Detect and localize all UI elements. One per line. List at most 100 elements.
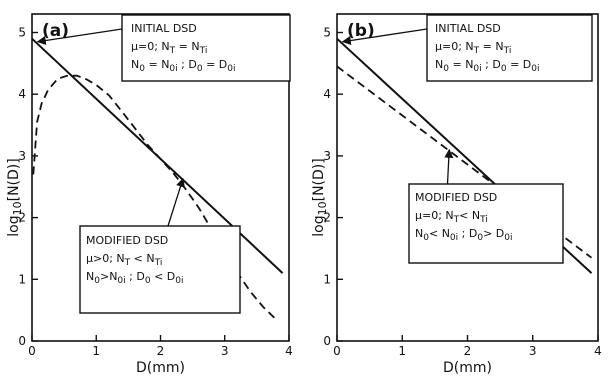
x-tick-label: 2 — [464, 344, 472, 358]
modified-dsd-text-line: μ=0; NT< NTi — [415, 209, 488, 225]
y-tick-label: 1 — [323, 272, 331, 286]
subscript-text: 0 — [94, 276, 100, 286]
text-span: N — [495, 40, 503, 53]
x-tick-label: 3 — [221, 344, 229, 358]
y-tick-label: 0 — [18, 334, 26, 348]
modified-dsd-text-line: MODIFIED DSD — [415, 191, 497, 204]
panel-a: 0 1 2 3 4 0 1 2 3 4 5 D(mm) log10[N(D)] (a) INITIAL DS… — [6, 13, 293, 376]
y-tick-label: 5 — [323, 26, 331, 40]
text-span: < — [459, 209, 472, 222]
text-span: ; — [126, 270, 137, 283]
x-tick-label: 2 — [157, 344, 165, 358]
subscript-text: 0i — [169, 64, 177, 74]
subscript-text: Ti — [154, 258, 163, 268]
modified-dsd-arrow — [444, 148, 454, 185]
text-span: ; — [482, 58, 493, 71]
subscript-text: 0 — [139, 64, 145, 74]
text-span: N — [472, 209, 480, 222]
y-axis-title: log10[N(D)] — [6, 158, 24, 236]
text-span: > — [483, 227, 496, 240]
text-span: MODIFIED DSD — [415, 191, 497, 204]
text-span: N — [435, 58, 443, 71]
text-span: N — [161, 40, 169, 53]
panel-label: (b) — [347, 21, 375, 41]
subscript-text: 10 — [316, 201, 329, 215]
subscript-text: 0 — [423, 233, 429, 243]
text-span: log — [6, 215, 22, 236]
text-span: μ>0; — [86, 252, 116, 265]
subscript-text: T — [169, 46, 176, 56]
y-tick-label: 4 — [18, 87, 26, 101]
text-span: μ=0; — [435, 40, 465, 53]
text-span: N — [445, 209, 453, 222]
y-tick-label: 1 — [18, 272, 26, 286]
subscript-text: 0i — [227, 64, 235, 74]
subscript-text: 0 — [145, 276, 151, 286]
text-span: = — [203, 58, 219, 71]
text-span: < — [151, 270, 167, 283]
modified-dsd-text-line: N0< N0i ; D0> D0i — [415, 227, 513, 243]
x-axis-title: D(mm) — [136, 360, 185, 376]
initial-dsd-text-line: INITIAL DSD — [131, 22, 197, 35]
text-span: D — [136, 270, 144, 283]
text-span: D — [496, 227, 504, 240]
text-span: N — [109, 270, 117, 283]
subscript-text: Ti — [199, 46, 208, 56]
x-tick-label: 0 — [333, 344, 341, 358]
text-span: < — [429, 227, 442, 240]
initial-dsd-box — [426, 14, 593, 82]
subscript-text: 0i — [504, 233, 512, 243]
x-tick-label: 3 — [529, 344, 537, 358]
y-tick-label: 2 — [18, 211, 26, 225]
modified-dsd-box — [79, 225, 241, 314]
subscript-text: 0 — [197, 64, 203, 74]
text-span: D — [188, 58, 196, 71]
text-span: D — [523, 58, 531, 71]
text-span: < — [130, 252, 146, 265]
text-span: N — [86, 270, 94, 283]
initial-dsd-box — [121, 14, 291, 82]
text-span: N — [415, 227, 423, 240]
text-span: = — [145, 58, 161, 71]
initial-dsd-arrow — [341, 28, 428, 46]
initial-dsd-text-line: μ=0; NT = NTi — [435, 40, 511, 56]
y-tick-label: 4 — [323, 87, 331, 101]
text-span: = — [507, 58, 523, 71]
initial-dsd-text-line: N0 = N0i ; D0 = D0i — [435, 58, 540, 74]
subscript-text: T — [473, 46, 480, 56]
text-span: = — [479, 40, 495, 53]
text-span: N — [116, 252, 124, 265]
text-span: D — [469, 227, 477, 240]
text-span: N — [465, 58, 473, 71]
subscript-text: 0i — [450, 233, 458, 243]
subscript-text: Ti — [479, 215, 488, 225]
y-tick-label: 3 — [323, 149, 331, 163]
text-span: > — [100, 270, 109, 283]
text-span: N — [465, 40, 473, 53]
text-span: INITIAL DSD — [131, 22, 197, 35]
subscript-text: T — [124, 258, 131, 268]
text-span: = — [449, 58, 465, 71]
y-axis-title: log10[N(D)] — [311, 158, 329, 236]
text-span: ; — [458, 227, 469, 240]
text-span: log — [311, 215, 327, 236]
x-tick-label: 1 — [398, 344, 406, 358]
y-tick-label: 3 — [18, 149, 26, 163]
subscript-text: 10 — [11, 201, 24, 215]
y-tick-label: 5 — [18, 26, 26, 40]
x-axis-title: D(mm) — [443, 360, 492, 376]
text-span: D — [167, 270, 175, 283]
modified-dsd-text-line: MODIFIED DSD — [86, 234, 168, 247]
subscript-text: 0i — [473, 64, 481, 74]
initial-dsd-text-line: INITIAL DSD — [435, 22, 501, 35]
modified-dsd-box — [408, 183, 564, 264]
modified-dsd-text-line: μ>0; NT < NTi — [86, 252, 162, 268]
y-tick-label: 0 — [323, 334, 331, 348]
text-span: D — [219, 58, 227, 71]
subscript-text: 0 — [443, 64, 449, 74]
text-span: [N(D)] — [311, 158, 327, 201]
x-tick-label: 1 — [92, 344, 100, 358]
x-tick-label: 0 — [28, 344, 36, 358]
x-tick-label: 4 — [285, 344, 293, 358]
